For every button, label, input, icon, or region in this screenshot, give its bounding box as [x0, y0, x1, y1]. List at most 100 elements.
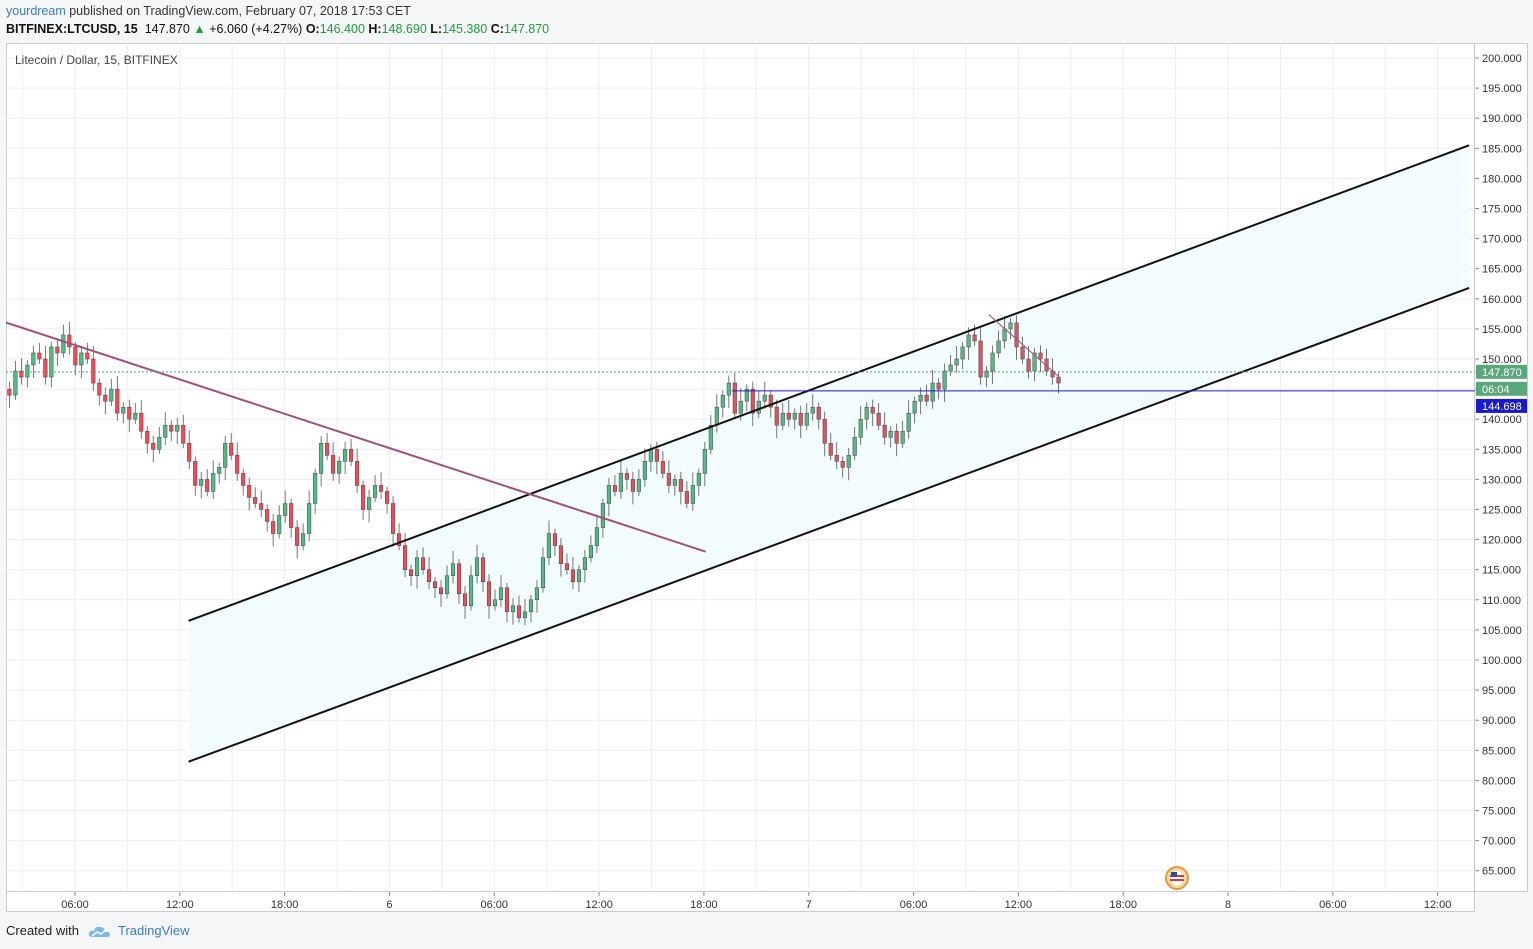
candle-body: [1026, 358, 1031, 372]
candle: [319, 435, 324, 487]
candle-body: [966, 334, 971, 348]
candle: [882, 412, 887, 445]
candle: [852, 427, 857, 461]
candle: [379, 472, 384, 499]
candle: [798, 405, 803, 439]
candle: [504, 582, 510, 623]
candle: [822, 411, 827, 457]
candle-body: [361, 485, 366, 510]
candle-body: [684, 491, 689, 504]
candle: [1008, 318, 1013, 340]
candle-body: [570, 569, 575, 582]
candle-body: [97, 382, 102, 396]
candle: [409, 564, 414, 586]
candle: [247, 477, 252, 511]
price-change: +6.060 (+4.27%): [209, 22, 303, 36]
candle-body: [762, 394, 767, 402]
candle-body: [211, 473, 216, 492]
candle: [510, 598, 516, 625]
price-tick-label: 185.000: [1482, 143, 1522, 155]
us-flag-canton: [1171, 872, 1177, 877]
candle-body: [7, 388, 12, 396]
candle-body: [121, 406, 126, 414]
candle-body: [696, 473, 701, 486]
price-tick-label: 135.000: [1482, 444, 1522, 456]
candle-body: [558, 545, 563, 564]
candle: [828, 433, 833, 461]
candle-body: [205, 479, 210, 492]
candle-body: [732, 382, 737, 414]
time-tick-label: 8: [1225, 899, 1231, 911]
candle: [73, 342, 78, 376]
up-arrow-icon: ▲: [193, 22, 206, 36]
time-axis[interactable]: [6, 892, 1475, 912]
candle: [295, 520, 300, 559]
candle: [355, 448, 360, 493]
candle-body: [594, 527, 599, 546]
symbol-label: BITFINEX:LTCUSD, 15: [6, 22, 138, 36]
candle: [25, 360, 30, 388]
candle: [301, 523, 306, 551]
high-label: H:: [368, 22, 382, 36]
candle: [1020, 336, 1025, 364]
candle: [289, 498, 294, 538]
candle-body: [133, 412, 138, 420]
candle: [558, 538, 563, 577]
open-value: 146.400: [319, 22, 365, 36]
candle: [888, 426, 893, 448]
candle-body: [307, 503, 312, 534]
downtrend-line: [6, 321, 706, 553]
candle-body: [31, 352, 36, 366]
candle-body: [750, 388, 755, 414]
candle-body: [600, 503, 605, 528]
candle: [624, 468, 629, 490]
candle: [486, 574, 492, 619]
candle-body: [19, 370, 24, 378]
candle: [774, 399, 779, 439]
candle-body: [115, 388, 120, 414]
candle: [954, 346, 959, 373]
candle: [732, 372, 737, 418]
candle-body: [373, 485, 378, 498]
time-tick-label: 12:00: [1424, 899, 1452, 911]
candle-body: [726, 382, 731, 396]
candle-body: [55, 346, 60, 354]
candle-body: [1056, 376, 1061, 384]
author-link[interactable]: yourdream: [6, 4, 66, 18]
candle: [1056, 372, 1061, 394]
candle-body: [49, 346, 54, 378]
price-tick-label: 160.000: [1482, 294, 1522, 306]
price-axis[interactable]: [1475, 43, 1528, 892]
candle: [175, 417, 180, 445]
candle-body: [253, 497, 258, 504]
candle-body: [139, 412, 144, 432]
candle: [67, 321, 72, 355]
candle: [97, 378, 102, 406]
candle: [924, 384, 929, 406]
price-tick-label: 65.000: [1482, 866, 1516, 878]
candle-body: [223, 443, 228, 468]
candle: [1038, 345, 1043, 372]
candle-body: [996, 340, 1001, 354]
candle: [804, 402, 809, 431]
candle-body: [355, 461, 360, 486]
candle-body: [738, 400, 743, 414]
candle-body: [109, 388, 114, 402]
candle: [385, 486, 390, 514]
price-tick-label: 100.000: [1482, 655, 1522, 667]
candle: [948, 354, 953, 376]
candle: [960, 342, 965, 370]
time-tick-label: 18:00: [690, 899, 718, 911]
candle-body: [564, 563, 569, 570]
price-tick-label: 140.000: [1482, 414, 1522, 426]
candle: [432, 576, 438, 598]
candle: [115, 376, 120, 421]
candle-body: [235, 455, 240, 474]
price-tick-label: 90.000: [1482, 715, 1516, 727]
candle: [331, 442, 336, 481]
candle-body: [486, 581, 492, 607]
tradingview-link[interactable]: TradingView: [117, 923, 190, 938]
candle-body: [816, 406, 821, 420]
candle: [337, 456, 342, 484]
